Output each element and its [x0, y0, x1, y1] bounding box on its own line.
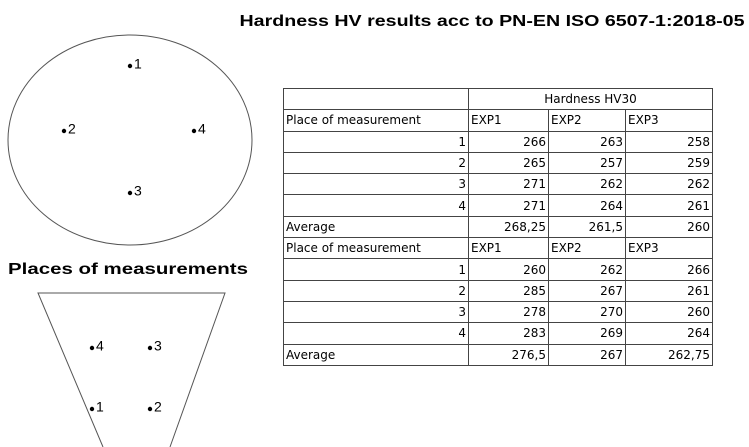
circle-sample	[7, 34, 253, 246]
table-cell: 263	[548, 130, 626, 153]
point-label: 3	[134, 183, 142, 199]
caption: Places of measurements	[8, 261, 248, 278]
point-dot	[191, 128, 197, 134]
table-row: 1 266 263 258	[283, 130, 713, 153]
table-cell: 276,5	[468, 343, 549, 366]
table-cell: Place of measurement	[283, 109, 469, 132]
table-cell: 270	[548, 300, 626, 324]
point-label: 3	[154, 338, 162, 354]
title: Hardness HV results acc to PN-EN ISO 650…	[240, 13, 745, 30]
table-cell: 267	[548, 279, 626, 302]
table-cell: EXP1	[468, 109, 549, 132]
table-row: 3 271 262 262	[283, 173, 713, 196]
table-cell: 257	[548, 151, 626, 175]
point-label: 4	[198, 121, 206, 137]
table-cell: 4	[283, 194, 469, 217]
point-label: 2	[154, 399, 162, 415]
table-cell: EXP3	[625, 109, 713, 132]
table-cell: 271	[468, 194, 549, 217]
table-cell: 262	[548, 173, 626, 196]
table-cell: 3	[283, 300, 469, 324]
table-cell: 3	[283, 173, 469, 196]
table-cell: 264	[548, 194, 626, 217]
point-dot	[89, 345, 95, 351]
table-cell: 264	[625, 322, 713, 345]
table-cell: 267	[548, 343, 626, 366]
table-cell: EXP1	[468, 237, 549, 260]
table-cell: 266	[468, 130, 549, 153]
table-cell: 260	[468, 258, 549, 281]
hardness-table: Hardness HV30 Place of measurement EXP1 EXP…	[283, 87, 713, 366]
table-cell: 1	[283, 258, 469, 281]
table-cell: 261	[625, 194, 713, 217]
table-cell: 260	[625, 300, 713, 324]
table-row: 3 278 270 260	[283, 300, 713, 324]
table-cell: 271	[468, 173, 549, 196]
point-label: 1	[134, 56, 142, 72]
table-row: Place of measurement EXP1 EXP2 EXP3	[283, 237, 713, 260]
table-cell: 265	[468, 151, 549, 175]
table-cell: EXP2	[548, 237, 626, 260]
table-cell: 269	[548, 322, 626, 345]
point-label: 1	[96, 399, 104, 415]
table-cell: 266	[625, 258, 713, 281]
table-cell: 285	[468, 279, 549, 302]
table-row: 4 271 264 261	[283, 194, 713, 217]
table-row: 4 283 269 264	[283, 322, 713, 345]
table-cell: 1	[283, 130, 469, 153]
table-cell: Average	[283, 343, 469, 366]
table-cell: 261,5	[548, 215, 626, 239]
point-dot	[147, 345, 153, 351]
table-cell: 278	[468, 300, 549, 324]
table-cell: 260	[625, 215, 713, 239]
table-cell: 262	[548, 258, 626, 281]
table-cell: 258	[625, 130, 713, 153]
point-dot	[147, 406, 153, 412]
table-cell: 2	[283, 279, 469, 302]
table-cell: Average	[283, 215, 469, 239]
point-dot	[127, 63, 133, 69]
table-cell: 268,25	[468, 215, 549, 239]
table-cell: Hardness HV30	[468, 87, 713, 111]
table-cell: 2	[283, 151, 469, 175]
table-cell: EXP3	[625, 237, 713, 260]
table-cell: 283	[468, 322, 549, 345]
point-dot	[61, 128, 67, 134]
point-label: 2	[68, 121, 76, 137]
table-row: Place of measurement EXP1 EXP2 EXP3	[283, 109, 713, 132]
table-row: 2 285 267 261	[283, 279, 713, 302]
table-row: Average 268,25 261,5 260	[283, 215, 713, 239]
table-cell: Place of measurement	[283, 237, 469, 260]
table-cell: 4	[283, 322, 469, 345]
point-dot	[89, 406, 95, 412]
point-label: 4	[96, 338, 104, 354]
table-row: Average 276,5 267 262,75	[283, 343, 713, 366]
table-cell: 259	[625, 151, 713, 175]
table-cell: 261	[625, 279, 713, 302]
table-cell: 262	[625, 173, 713, 196]
table-cell: 262,75	[625, 343, 713, 366]
table-row: 2 265 257 259	[283, 151, 713, 175]
table-cell: EXP2	[548, 109, 626, 132]
table-row: 1 260 262 266	[283, 258, 713, 281]
point-dot	[127, 190, 133, 196]
table-cell	[283, 87, 469, 111]
table-row: Hardness HV30	[283, 87, 713, 111]
trapezoid-sample	[37, 292, 226, 447]
